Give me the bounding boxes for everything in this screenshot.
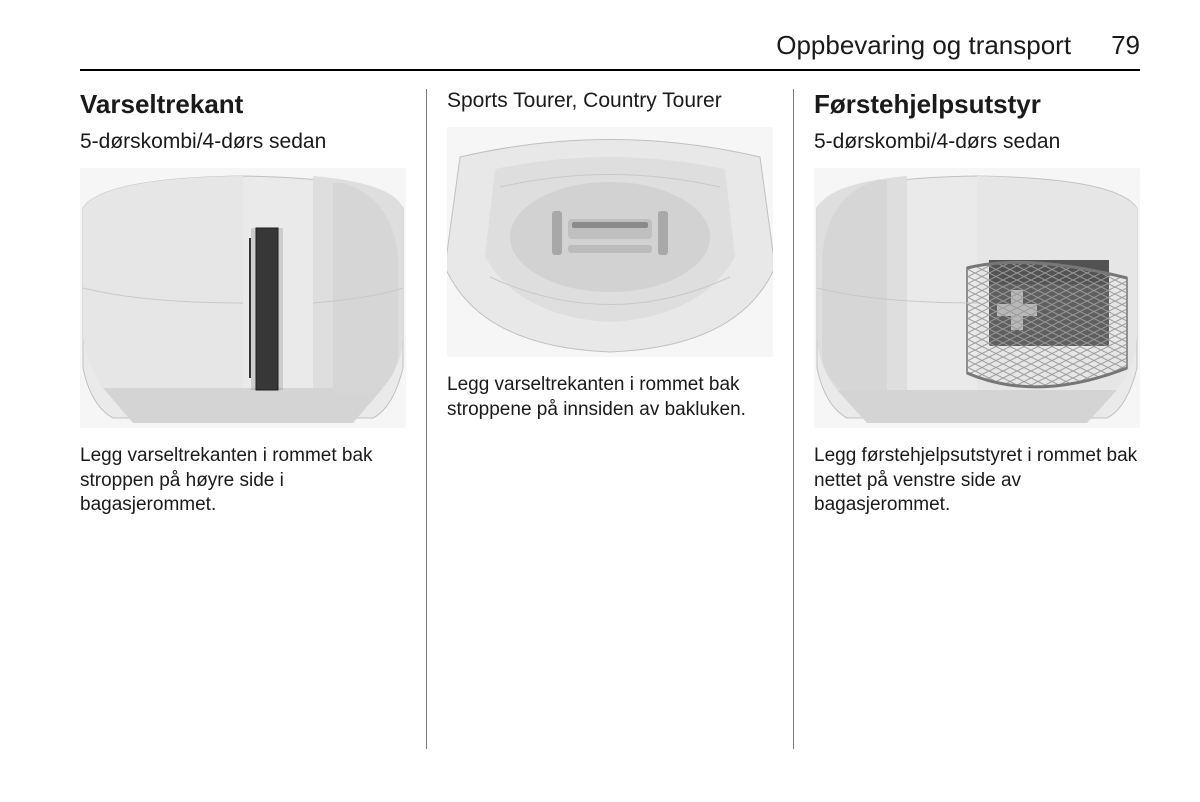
section-title: Førstehjelpsutstyr bbox=[814, 89, 1140, 120]
sub-title: 5-dørskombi/4-dørs sedan bbox=[80, 130, 406, 154]
column-1: Varseltrekant 5-dørskombi/4-dørs sedan bbox=[80, 89, 426, 749]
figure-trunk-firstaid bbox=[814, 168, 1140, 428]
page-number: 79 bbox=[1111, 30, 1140, 61]
figure-trunk-triangle bbox=[80, 168, 406, 428]
sub-title: Sports Tourer, Country Tourer bbox=[447, 89, 773, 113]
body-text: Legg varseltrekanten i rommet bak stropp… bbox=[80, 444, 406, 518]
body-text: Legg førstehjelpsutstyret i rommet bak n… bbox=[814, 444, 1140, 518]
section-title: Varseltrekant bbox=[80, 89, 406, 120]
figure-tailgate-inside bbox=[447, 127, 773, 357]
content-columns: Varseltrekant 5-dørskombi/4-dørs sedan bbox=[80, 89, 1140, 749]
column-3: Førstehjelpsutstyr 5-dørskombi/4-dørs se… bbox=[794, 89, 1140, 749]
chapter-title: Oppbevaring og transport bbox=[776, 30, 1071, 61]
column-2: Sports Tourer, Country Tourer bbox=[427, 89, 793, 749]
sub-title: 5-dørskombi/4-dørs sedan bbox=[814, 130, 1140, 154]
page-header: Oppbevaring og transport 79 bbox=[80, 30, 1140, 71]
body-text: Legg varseltrekanten i rommet bak stropp… bbox=[447, 373, 773, 422]
